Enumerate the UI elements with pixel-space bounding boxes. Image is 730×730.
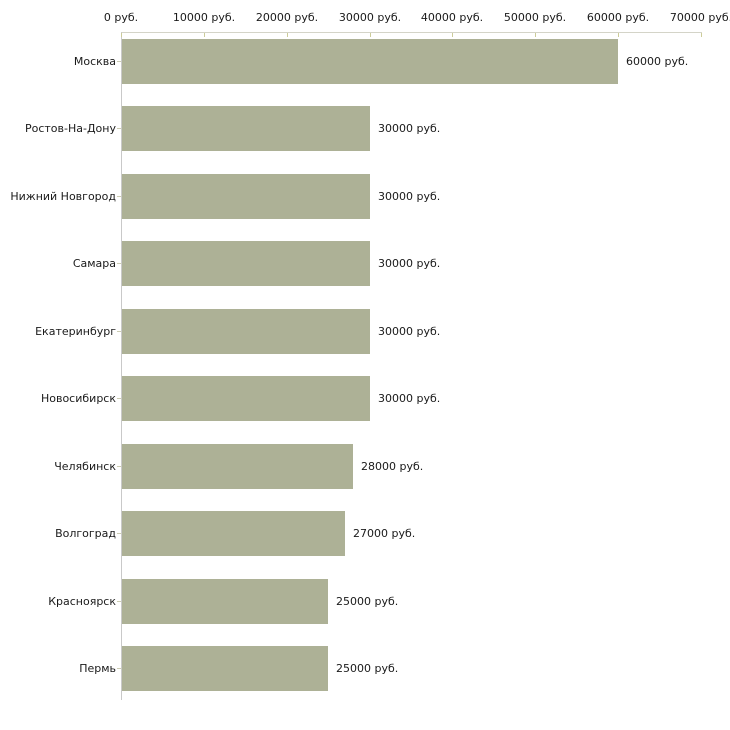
x-axis-line [121, 32, 702, 33]
x-axis-tick-mark [204, 33, 205, 37]
bar [122, 646, 328, 691]
x-axis-tick-label: 0 руб. [103, 11, 139, 24]
bar-row: Челябинск 28000 руб. [0, 444, 730, 489]
category-tick-mark [117, 331, 121, 332]
bar-row: Пермь 25000 руб. [0, 646, 730, 691]
category-tick-mark [117, 533, 121, 534]
category-label: Москва [73, 55, 116, 68]
value-label: 60000 руб. [626, 55, 689, 68]
value-label: 25000 руб. [336, 662, 399, 675]
bar [122, 241, 370, 286]
x-axis-tick-label: 30000 руб. [338, 11, 402, 24]
category-tick-mark [117, 668, 121, 669]
bar [122, 444, 353, 489]
bar [122, 39, 618, 84]
value-label: 30000 руб. [378, 257, 441, 270]
bar-row: Волгоград 27000 руб. [0, 511, 730, 556]
value-label: 25000 руб. [336, 595, 399, 608]
category-label: Волгоград [55, 527, 116, 540]
category-tick-mark [117, 601, 121, 602]
x-axis-tick-mark [701, 33, 702, 37]
category-tick-mark [117, 398, 121, 399]
category-label: Самара [72, 257, 116, 270]
x-axis-tick-mark [618, 33, 619, 37]
value-label: 30000 руб. [378, 325, 441, 338]
bar [122, 376, 370, 421]
category-tick-mark [117, 263, 121, 264]
x-axis-tick-label: 40000 руб. [420, 11, 484, 24]
bar-row: Красноярск 25000 руб. [0, 579, 730, 624]
category-label: Ростов-На-Дону [24, 122, 116, 135]
bar-row: Москва 60000 руб. [0, 39, 730, 84]
bar-row: Ростов-На-Дону 30000 руб. [0, 106, 730, 151]
bar-row: Самара 30000 руб. [0, 241, 730, 286]
bar-row: Нижний Новгород 30000 руб. [0, 174, 730, 219]
x-axis-tick-label: 70000 руб. [669, 11, 730, 24]
category-tick-mark [117, 128, 121, 129]
x-axis-tick-label: 60000 руб. [586, 11, 650, 24]
value-label: 28000 руб. [361, 460, 424, 473]
x-axis-tick-mark [121, 33, 122, 37]
y-axis-line [121, 32, 122, 700]
bar [122, 579, 328, 624]
bar-row: Новосибирск 30000 руб. [0, 376, 730, 421]
bar [122, 511, 345, 556]
x-axis-tick-label: 50000 руб. [503, 11, 567, 24]
bar-row: Екатеринбург 30000 руб. [0, 309, 730, 354]
x-axis-tick-mark [370, 33, 371, 37]
category-label: Пермь [79, 662, 116, 675]
category-label: Новосибирск [40, 392, 116, 405]
category-tick-mark [117, 61, 121, 62]
value-label: 30000 руб. [378, 122, 441, 135]
value-label: 27000 руб. [353, 527, 416, 540]
value-label: 30000 руб. [378, 392, 441, 405]
category-label: Челябинск [54, 460, 116, 473]
category-tick-mark [117, 196, 121, 197]
bar [122, 174, 370, 219]
x-axis-tick-mark [452, 33, 453, 37]
bar [122, 106, 370, 151]
x-axis-tick-mark [287, 33, 288, 37]
category-label: Екатеринбург [35, 325, 116, 338]
value-label: 30000 руб. [378, 190, 441, 203]
category-label: Нижний Новгород [10, 190, 116, 203]
x-axis-tick-label: 20000 руб. [255, 11, 319, 24]
category-tick-mark [117, 466, 121, 467]
bar [122, 309, 370, 354]
x-axis-tick-label: 10000 руб. [172, 11, 236, 24]
x-axis-tick-mark [535, 33, 536, 37]
category-label: Красноярск [48, 595, 116, 608]
